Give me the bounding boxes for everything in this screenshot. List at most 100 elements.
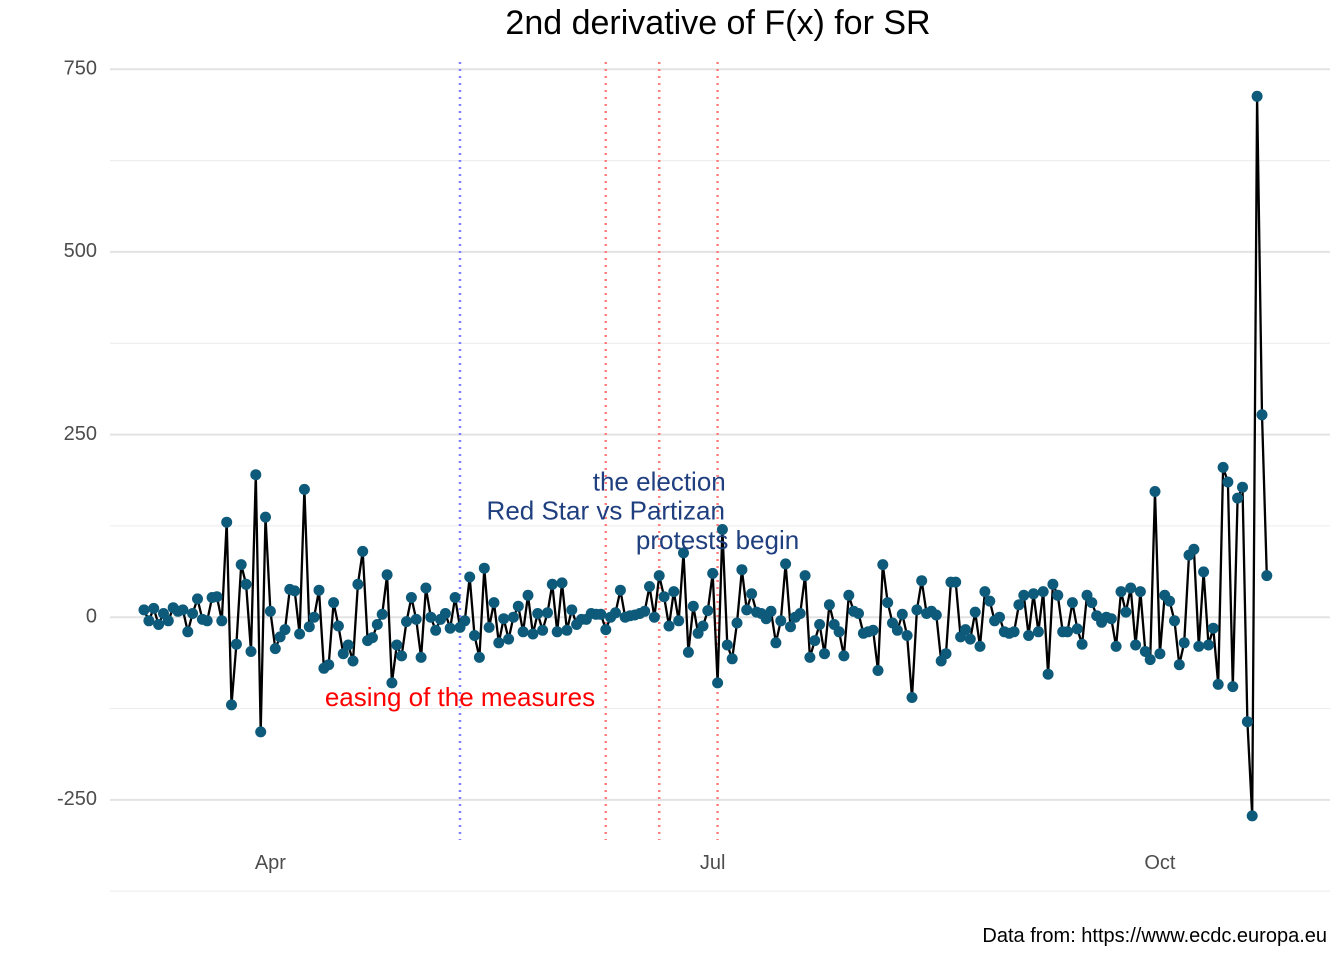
data-point [255, 726, 267, 738]
data-point [974, 640, 986, 652]
data-point [512, 600, 524, 612]
data-point [201, 615, 213, 627]
data-point [809, 635, 821, 647]
data-point [775, 615, 787, 627]
data-point [410, 613, 422, 625]
data-point [867, 624, 879, 636]
data-point [1018, 589, 1030, 601]
annotation-label: easing of the measures [325, 682, 595, 712]
data-point [532, 608, 544, 619]
data-point [731, 617, 743, 629]
data-point [877, 559, 889, 571]
data-point [153, 619, 165, 630]
data-point [498, 613, 510, 625]
data-point [177, 604, 189, 616]
x-tick-label: Oct [1144, 852, 1176, 874]
data-point [930, 609, 942, 621]
data-point [357, 545, 369, 557]
data-point [401, 616, 412, 628]
data-point [721, 639, 733, 651]
data-point [644, 581, 655, 592]
data-point [396, 650, 408, 662]
data-point [279, 624, 291, 636]
x-tick-label: Apr [255, 852, 286, 874]
data-point [308, 611, 320, 623]
data-point [1188, 543, 1200, 555]
data-point [896, 608, 908, 620]
data-point [211, 591, 223, 603]
data-point [1261, 570, 1273, 582]
data-point [853, 608, 864, 619]
data-point [527, 628, 539, 640]
data-point [235, 559, 247, 571]
data-point [882, 597, 894, 609]
data-point [1212, 678, 1224, 690]
annotation-label: protests begin [636, 525, 799, 555]
data-point [736, 564, 748, 576]
data-point [838, 650, 850, 662]
data-point [386, 677, 398, 689]
data-point [546, 578, 558, 590]
y-tick-label: 750 [64, 58, 97, 80]
data-point [663, 620, 675, 632]
data-point [289, 585, 301, 597]
data-point [833, 626, 845, 638]
data-point [600, 624, 612, 636]
annotation-label: Red Star vs Partizan [487, 496, 725, 526]
data-point [901, 630, 913, 641]
data-point [1251, 90, 1263, 102]
data-point [250, 469, 262, 481]
data-point [1207, 622, 1219, 634]
data-point [551, 626, 563, 638]
data-point [707, 567, 719, 579]
data-point [1139, 646, 1151, 657]
data-point [843, 589, 855, 601]
y-tick-label: 0 [86, 605, 97, 627]
data-point [542, 607, 553, 619]
data-point [746, 588, 758, 600]
chart-title: 2nd derivative of F(x) for SR [505, 4, 930, 42]
data-point [697, 620, 709, 632]
axis-ticks: -250 0 250 500 750 Apr Jul Oct [57, 58, 1176, 874]
data-point [138, 604, 150, 616]
data-point [804, 651, 816, 663]
data-point [143, 615, 155, 627]
data-point [765, 605, 777, 617]
data-point [940, 648, 952, 660]
data-point [1154, 648, 1166, 660]
data-point [303, 621, 315, 633]
data-point [1037, 586, 1049, 598]
data-point [245, 646, 257, 657]
data-point [1023, 630, 1035, 641]
data-point [1008, 626, 1020, 638]
data-point [337, 648, 349, 660]
series-line [142, 95, 1268, 818]
data-point [610, 607, 621, 619]
data-point [1120, 606, 1132, 618]
data-point [1203, 639, 1214, 651]
data-point [1178, 637, 1190, 649]
data-point [819, 648, 830, 660]
data-point [1246, 810, 1258, 822]
data-point [352, 578, 364, 590]
data-point [687, 600, 699, 612]
data-point [517, 626, 529, 638]
data-point [639, 605, 651, 617]
data-point [503, 633, 515, 645]
data-point [405, 592, 417, 603]
data-point [1241, 716, 1253, 728]
data-point [1164, 595, 1176, 607]
data-point [1105, 613, 1117, 625]
data-point [1028, 588, 1039, 600]
data-point [682, 646, 694, 658]
data-point [1086, 597, 1098, 609]
data-point [260, 511, 271, 523]
data-point [653, 570, 665, 582]
x-tick-label: Jul [700, 852, 726, 874]
data-point [415, 651, 427, 663]
data-point [1071, 623, 1083, 635]
data-point [182, 626, 194, 638]
data-point [780, 558, 792, 570]
data-point [1237, 481, 1248, 493]
